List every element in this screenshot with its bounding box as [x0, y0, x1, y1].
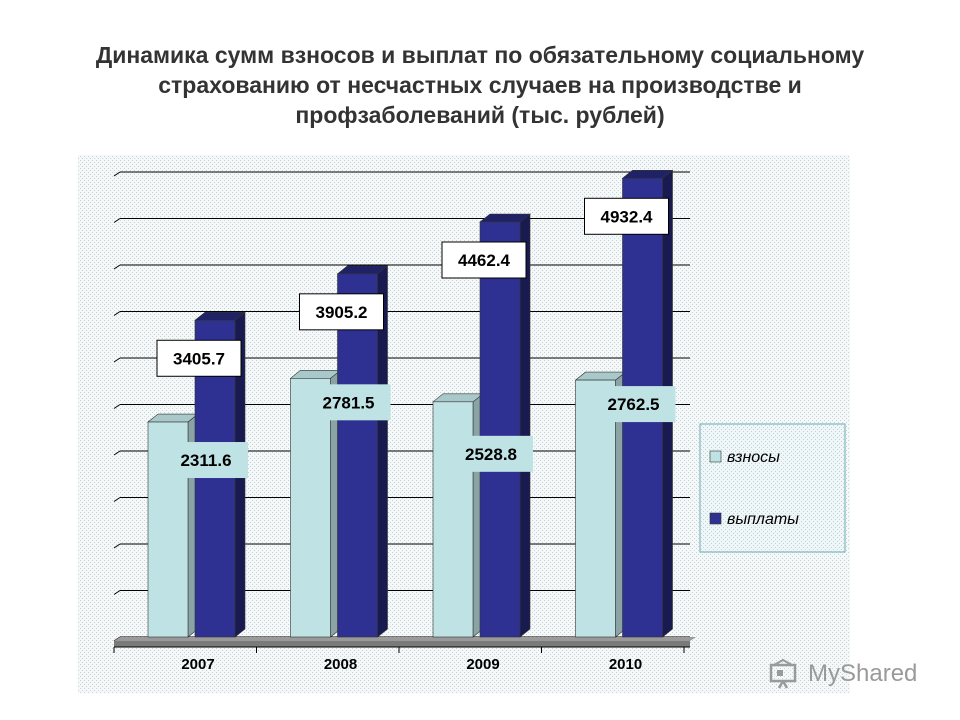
legend-swatch-взносы [709, 450, 722, 463]
x-tick-label: 2008 [324, 656, 357, 673]
gridline-tick [113, 497, 121, 502]
data-label-выплаты-2009: 4462.4 [441, 241, 527, 279]
data-label-взносы-2010: 2762.5 [591, 386, 676, 423]
legend-label-взносы: взносы [727, 449, 780, 466]
chart-title: Динамика сумм взносов и выплат по обязат… [95, 42, 865, 128]
gridline-tick [113, 264, 121, 270]
gridline-tick [113, 311, 121, 316]
watermark-text: MyShared [808, 660, 918, 687]
legend: взносы выплаты [699, 423, 846, 553]
data-label-box [164, 442, 248, 479]
floor-top [114, 637, 696, 641]
data-label-text: 2781.5 [323, 393, 375, 412]
x-axis-labels: 2007 2008 2009 2010 [181, 656, 642, 673]
bar-выплаты-2009 [479, 213, 531, 638]
data-labels: 2311.6 3405.7 2781.5 3905.2 2528.8 4462.4 2762… [156, 197, 676, 479]
bar-взносы-2009 [432, 393, 484, 638]
bars [147, 169, 674, 638]
x-tick-label: 2009 [466, 656, 499, 673]
gridline-tick [113, 543, 121, 549]
data-label-text: 4932.4 [601, 207, 654, 226]
data-label-выплаты-2008: 3905.2 [299, 293, 384, 331]
x-tick-label: 2007 [181, 656, 214, 673]
data-label-box [584, 197, 669, 235]
data-label-box [591, 386, 676, 423]
bar-front [290, 378, 331, 638]
data-label-box [449, 435, 533, 472]
data-label-box [441, 241, 527, 279]
bar-front [575, 379, 616, 638]
bar-front [337, 273, 378, 638]
legend-label-выплаты: выплаты [727, 511, 799, 528]
data-label-взносы-2007: 2311.6 [164, 442, 248, 479]
data-label-box [306, 384, 391, 421]
x-tick-label: 2010 [609, 656, 642, 673]
data-label-выплаты-2007: 3405.7 [156, 339, 242, 377]
gridline-tick [113, 404, 121, 409]
data-label-text: 3905.2 [316, 303, 368, 322]
chart-floor [113, 637, 696, 653]
data-label-выплаты-2010: 4932.4 [584, 197, 669, 235]
bar-взносы-2008 [289, 369, 342, 638]
data-label-text: 2311.6 [180, 451, 231, 470]
gridline-tick [113, 590, 121, 595]
data-label-text: 2762.5 [608, 395, 660, 414]
data-label-box [156, 339, 242, 377]
data-label-text: 3405.7 [173, 349, 225, 368]
data-label-text: 2528.8 [465, 445, 517, 464]
gridline-tick [113, 450, 121, 456]
data-label-box [299, 293, 384, 331]
data-label-text: 4462.4 [458, 251, 511, 270]
data-label-взносы-2008: 2781.5 [306, 384, 391, 421]
watermark: MyShared [768, 656, 917, 692]
gridline-tick [113, 171, 121, 177]
bar-front [479, 221, 521, 638]
legend-box [699, 423, 846, 553]
legend-swatch-выплаты [709, 512, 722, 525]
data-label-взносы-2009: 2528.8 [449, 435, 533, 472]
bar-взносы-2010 [574, 371, 627, 638]
bar-выплаты-2008 [336, 265, 389, 638]
presentation-icon [769, 659, 797, 689]
floor-front [114, 641, 690, 647]
gridline-tick [113, 357, 121, 363]
gridline-tick [113, 218, 121, 223]
